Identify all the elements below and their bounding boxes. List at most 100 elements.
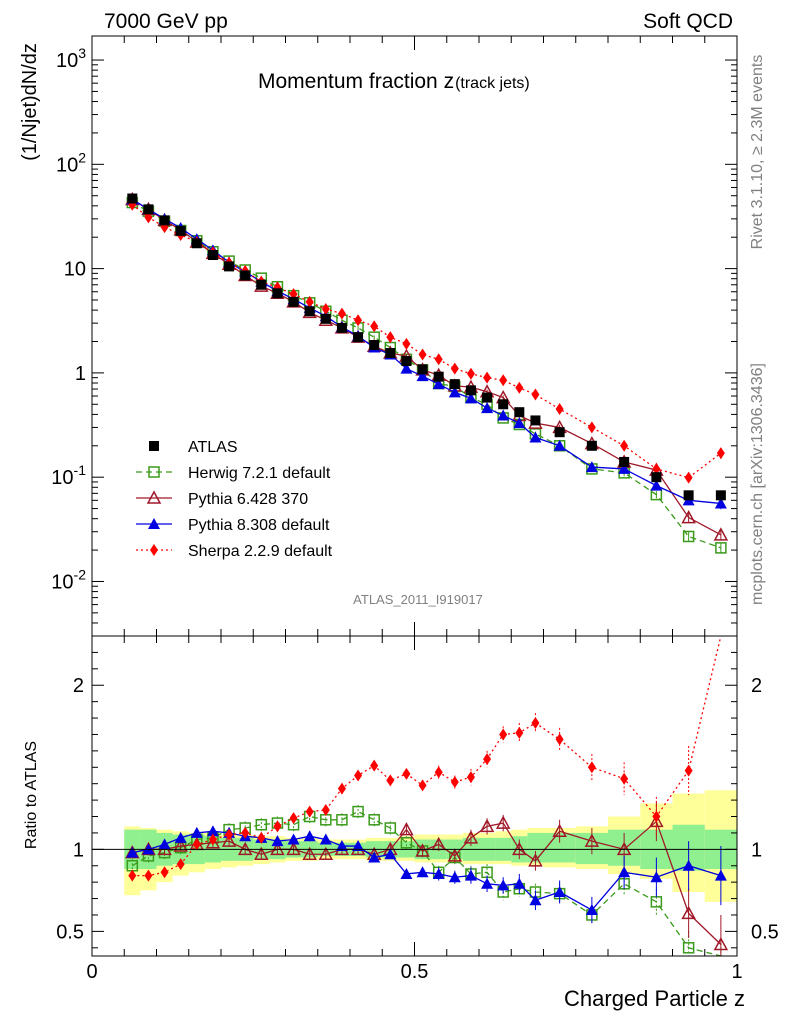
ratio-point (682, 859, 695, 871)
ratio-point (208, 833, 217, 846)
data-point (320, 313, 331, 324)
ratio-point (464, 869, 477, 881)
data-point (650, 479, 663, 491)
data-point (483, 371, 492, 384)
data-point (684, 471, 693, 484)
legend-item: ATLAS (149, 439, 238, 456)
chart-title: Momentum fraction z(track jets) (258, 70, 530, 93)
data-point (465, 385, 476, 396)
data-point (127, 193, 138, 204)
data-point (497, 409, 510, 421)
ratio-point (384, 848, 397, 860)
data-point (400, 362, 413, 374)
ratio-point (400, 837, 413, 849)
ratio-point (650, 871, 663, 883)
ratio-uncertainty-bands (124, 790, 737, 902)
ratio-point (302, 846, 317, 861)
ratio-point (434, 766, 443, 779)
ratio-point (432, 867, 445, 879)
y-tick-label: 10-1 (51, 462, 86, 489)
data-point (386, 331, 395, 344)
y-tick-label: 10-2 (51, 566, 86, 593)
ratio-point (160, 866, 169, 879)
ratio-point (352, 805, 364, 818)
legend-marker (146, 490, 162, 504)
data-point (207, 250, 218, 261)
ratio-point (714, 869, 727, 881)
ratio-sherpa-2-2-9-default (128, 635, 722, 882)
ratio-point (221, 833, 237, 847)
ratio-point (620, 772, 629, 785)
data-point (256, 279, 267, 290)
header-right: Soft QCD (643, 10, 733, 33)
ratio-point (531, 716, 540, 729)
ratio-point (158, 838, 171, 850)
ratio-point (415, 843, 430, 857)
data-point (305, 295, 314, 308)
legend-item: Pythia 6.428 370 (136, 490, 308, 508)
legend-marker (148, 466, 160, 478)
legend-item: Pythia 8.308 default (136, 517, 330, 534)
ratio-point (515, 726, 524, 739)
data-point (498, 399, 509, 410)
ratio-y-tick-label-right: 0.5 (751, 921, 779, 943)
ratio-point (713, 936, 729, 951)
data-point (448, 386, 461, 398)
data-point (499, 374, 508, 387)
data-point (401, 356, 412, 367)
ratio-point (257, 831, 266, 844)
ratio-point (287, 833, 300, 845)
ratio-y-tick-label-right: 2 (751, 675, 762, 697)
chart-title-main: Momentum fraction z (258, 70, 454, 93)
data-point (530, 415, 541, 426)
data-point (418, 348, 427, 361)
ratio-point (205, 835, 221, 849)
data-point (336, 322, 347, 333)
ratio-point (681, 905, 696, 920)
ratio-point (499, 728, 508, 741)
ratio-point (335, 840, 348, 852)
data-point (618, 462, 631, 474)
data-point (191, 238, 202, 249)
ratio-point (273, 820, 282, 833)
y-tick-label: 10 (64, 259, 86, 281)
ratio-point (128, 869, 137, 882)
data-point (716, 447, 725, 460)
ratio-y-tick-label: 1 (73, 839, 84, 861)
ratio-point (192, 838, 201, 851)
ratio-point (352, 840, 365, 852)
series-atlas (127, 193, 726, 501)
data-point (416, 370, 429, 382)
data-point (555, 403, 564, 416)
data-point (514, 407, 525, 418)
data-point (449, 379, 460, 390)
ratio-point (206, 825, 219, 837)
ratio-point (173, 838, 188, 852)
ratio-point (402, 767, 411, 780)
ratio-point (479, 818, 495, 833)
legend-marker (148, 518, 160, 529)
ratio-point (585, 904, 598, 916)
data-point (321, 302, 330, 315)
legend-label: Pythia 8.308 default (188, 517, 330, 534)
ratio-point (529, 894, 542, 906)
ratio-point (368, 851, 381, 863)
x-tick-label: 0 (86, 961, 97, 983)
legend-label: Pythia 6.428 370 (188, 491, 308, 508)
data-point (553, 439, 566, 451)
ratio-frame (91, 635, 738, 957)
ratio-pythia-8-308-default (126, 825, 727, 924)
ratio-point (513, 877, 526, 889)
ratio-point (368, 814, 380, 826)
legend: ATLAS Herwig 7.2.1 default Pythia 6.428 37… (136, 439, 333, 560)
ratio-point (495, 815, 511, 829)
data-point (402, 337, 411, 350)
y-tick-label: 1 (75, 363, 86, 385)
data-point (683, 490, 694, 501)
ratio-point (416, 866, 429, 878)
data-point (370, 320, 379, 333)
ratio-point (552, 823, 567, 838)
legend-item: Herwig 7.2.1 default (136, 465, 331, 482)
ratio-point (384, 822, 397, 834)
